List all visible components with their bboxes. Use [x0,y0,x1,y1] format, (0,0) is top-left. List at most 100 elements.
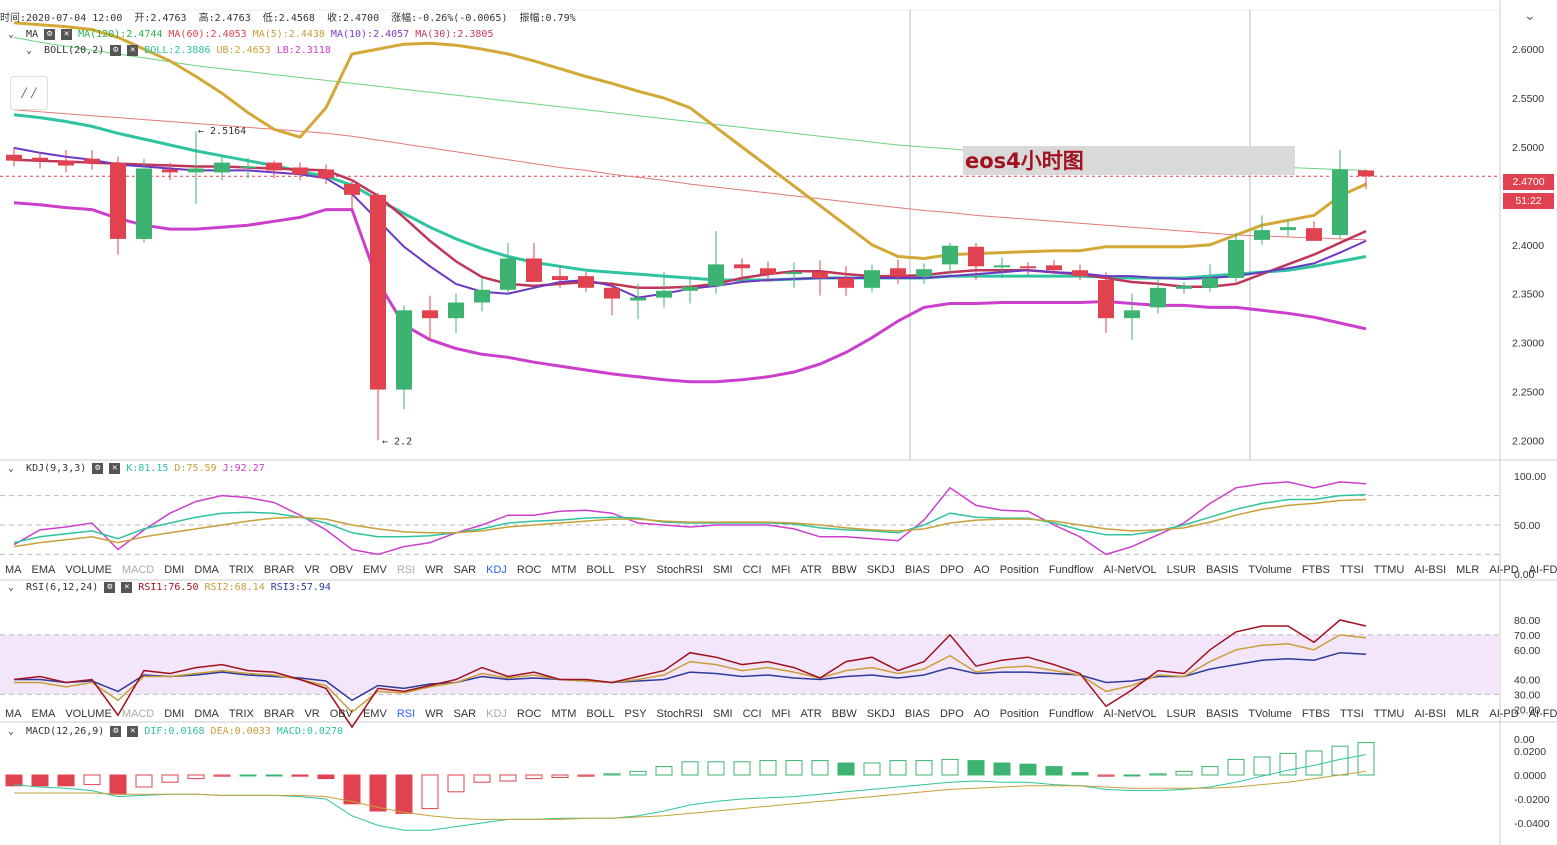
tab-roc[interactable]: ROC [516,564,542,576]
tab-skdj[interactable]: SKDJ [866,564,895,576]
tab-mlr[interactable]: MLR [1456,564,1480,576]
tab-lsur[interactable]: LSUR [1166,564,1196,576]
tab-basis[interactable]: BASIS [1206,708,1239,720]
tab-ai-bsi[interactable]: AI-BSI [1414,708,1447,720]
tab-ma[interactable]: MA [5,708,22,720]
collapse-chevron-icon[interactable]: ⌄ [8,726,21,737]
tab-sar[interactable]: SAR [453,564,477,576]
tab-sar[interactable]: SAR [453,708,477,720]
tab-stochrsi[interactable]: StochRSI [656,708,704,720]
close-icon[interactable]: ✕ [109,462,121,474]
tab-obv[interactable]: OBV [329,564,353,576]
drawing-tool-button[interactable]: ⁄⁄ [10,76,48,110]
tab-ai-pd[interactable]: AI-PD [1489,708,1519,720]
tab-dmi[interactable]: DMI [164,708,185,720]
tab-atr[interactable]: ATR [800,708,822,720]
tab-dma[interactable]: DMA [194,708,219,720]
tab-bbw[interactable]: BBW [831,564,857,576]
tab-psy[interactable]: PSY [624,708,647,720]
collapse-chevron-icon[interactable]: ⌄ [26,45,39,56]
collapse-chevron-icon[interactable]: ⌄ [8,463,21,474]
tab-macd[interactable]: MACD [121,708,155,720]
tab-mtm[interactable]: MTM [551,564,577,576]
tab-ttsi[interactable]: TTSI [1339,708,1364,720]
settings-gear-icon[interactable]: ⚙ [110,725,122,737]
tab-wr[interactable]: WR [425,564,444,576]
tab-vr[interactable]: VR [304,708,320,720]
tab-ai-pd[interactable]: AI-PD [1489,564,1519,576]
tab-ftbs[interactable]: FTBS [1301,708,1330,720]
tab-obv[interactable]: OBV [329,708,353,720]
close-icon[interactable]: ✕ [121,581,133,593]
tab-boll[interactable]: BOLL [586,708,615,720]
tab-lsur[interactable]: LSUR [1166,708,1196,720]
tab-rsi[interactable]: RSI [396,708,416,720]
tab-position[interactable]: Position [999,708,1039,720]
tab-basis[interactable]: BASIS [1206,564,1239,576]
tab-psy[interactable]: PSY [624,564,647,576]
tab-mtm[interactable]: MTM [551,708,577,720]
settings-gear-icon[interactable]: ⚙ [44,28,56,40]
tab-boll[interactable]: BOLL [586,564,615,576]
tab-tvolume[interactable]: TVolume [1248,708,1292,720]
close-icon[interactable]: ✕ [127,725,139,737]
tab-roc[interactable]: ROC [516,708,542,720]
tab-trix[interactable]: TRIX [228,564,254,576]
tab-cci[interactable]: CCI [742,708,762,720]
tab-cci[interactable]: CCI [742,564,762,576]
tab-mfi[interactable]: MFI [771,708,791,720]
tab-volume[interactable]: VOLUME [65,708,112,720]
tab-tvolume[interactable]: TVolume [1248,564,1292,576]
tab-ao[interactable]: AO [973,708,990,720]
tab-brar[interactable]: BRAR [263,564,295,576]
tab-bias[interactable]: BIAS [904,708,930,720]
tab-atr[interactable]: ATR [800,564,822,576]
tab-smi[interactable]: SMI [713,564,733,576]
tab-dma[interactable]: DMA [194,564,219,576]
tab-skdj[interactable]: SKDJ [866,708,895,720]
tab-vr[interactable]: VR [304,564,320,576]
collapse-chevron-icon[interactable]: ⌄ [8,582,21,593]
tab-ttmu[interactable]: TTMU [1373,564,1405,576]
tab-ai-bsi[interactable]: AI-BSI [1414,564,1447,576]
tab-volume[interactable]: VOLUME [65,564,112,576]
tab-wr[interactable]: WR [425,708,444,720]
tab-ai-fdi[interactable]: AI-FDI [1528,564,1557,576]
tab-bias[interactable]: BIAS [904,564,930,576]
tab-smi[interactable]: SMI [713,708,733,720]
tab-fundflow[interactable]: Fundflow [1048,708,1094,720]
tab-kdj[interactable]: KDJ [486,564,507,576]
tab-ttsi[interactable]: TTSI [1339,564,1364,576]
tab-macd[interactable]: MACD [121,564,155,576]
tab-rsi[interactable]: RSI [396,564,416,576]
close-icon[interactable]: ✕ [61,28,73,40]
tab-emv[interactable]: EMV [362,708,387,720]
tab-ma[interactable]: MA [5,564,22,576]
tab-trix[interactable]: TRIX [228,708,254,720]
tab-fundflow[interactable]: Fundflow [1048,564,1094,576]
tab-ai-netvol[interactable]: AI-NetVOL [1103,708,1157,720]
tab-ema[interactable]: EMA [31,564,56,576]
tab-stochrsi[interactable]: StochRSI [656,564,704,576]
tab-ema[interactable]: EMA [31,708,56,720]
tab-ttmu[interactable]: TTMU [1373,708,1405,720]
tab-emv[interactable]: EMV [362,564,387,576]
tab-ai-netvol[interactable]: AI-NetVOL [1103,564,1157,576]
tab-position[interactable]: Position [999,564,1039,576]
tab-ai-fdi[interactable]: AI-FDI [1528,708,1557,720]
tab-dpo[interactable]: DPO [939,708,964,720]
collapse-chevron-icon[interactable]: ⌄ [8,29,21,40]
tab-kdj[interactable]: KDJ [486,708,507,720]
settings-gear-icon[interactable]: ⚙ [110,44,122,56]
tab-mfi[interactable]: MFI [771,564,791,576]
tab-ao[interactable]: AO [973,564,990,576]
settings-gear-icon[interactable]: ⚙ [92,462,104,474]
tab-mlr[interactable]: MLR [1456,708,1480,720]
tab-dmi[interactable]: DMI [164,564,185,576]
tab-bbw[interactable]: BBW [831,708,857,720]
settings-gear-icon[interactable]: ⚙ [104,581,116,593]
close-icon[interactable]: ✕ [127,44,139,56]
tab-brar[interactable]: BRAR [263,708,295,720]
tab-dpo[interactable]: DPO [939,564,964,576]
